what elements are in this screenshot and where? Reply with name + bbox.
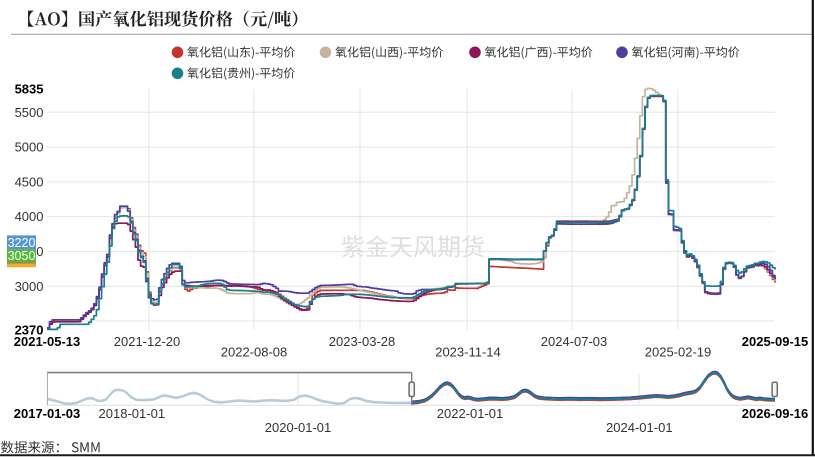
svg-text:2022-01-01: 2022-01-01 — [437, 406, 504, 421]
svg-text:2023-11-14: 2023-11-14 — [435, 345, 501, 360]
svg-text:2020-01-01: 2020-01-01 — [265, 420, 332, 435]
svg-text:2026-09-16: 2026-09-16 — [742, 406, 809, 421]
svg-text:4500: 4500 — [15, 174, 44, 189]
svg-text:3220: 3220 — [8, 236, 36, 250]
svg-text:2021-12-20: 2021-12-20 — [114, 334, 181, 349]
svg-text:2023-03-28: 2023-03-28 — [329, 334, 396, 349]
svg-text:2021-05-13: 2021-05-13 — [14, 334, 81, 349]
svg-text:2018-01-01: 2018-01-01 — [99, 406, 166, 421]
svg-text:3050: 3050 — [8, 249, 36, 263]
svg-text:2370: 2370 — [15, 323, 44, 338]
svg-text:5500: 5500 — [15, 105, 44, 120]
svg-text:2024-07-03: 2024-07-03 — [541, 334, 608, 349]
svg-text:2025-09-15: 2025-09-15 — [742, 334, 809, 349]
svg-text:5000: 5000 — [15, 140, 44, 155]
svg-text:2022-08-08: 2022-08-08 — [221, 345, 288, 360]
svg-text:5835: 5835 — [15, 82, 44, 97]
svg-text:2017-01-03: 2017-01-03 — [14, 406, 81, 421]
svg-text:4000: 4000 — [15, 209, 44, 224]
svg-text:3000: 3000 — [15, 279, 44, 294]
svg-text:2024-01-01: 2024-01-01 — [606, 420, 673, 435]
svg-text:2025-02-19: 2025-02-19 — [645, 345, 712, 360]
